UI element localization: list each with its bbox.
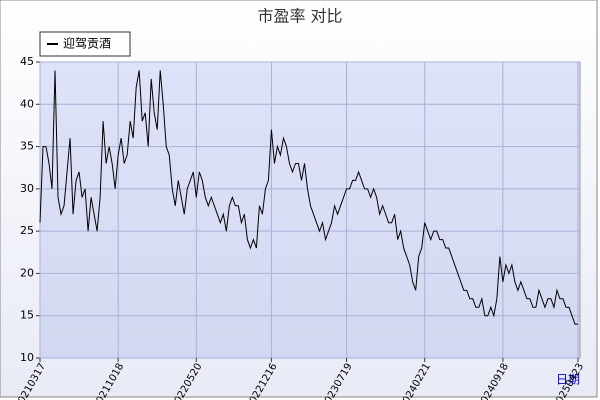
y-tick-label: 25 <box>20 224 34 237</box>
y-tick-label: 30 <box>20 182 34 195</box>
y-tick-label: 35 <box>20 140 34 153</box>
y-tick-label: 10 <box>20 351 34 364</box>
y-tick-label: 20 <box>20 266 34 279</box>
x-axis-label: 日期 <box>556 373 580 387</box>
chart-title: 市盈率 对比 <box>257 7 342 26</box>
y-tick-label: 15 <box>20 309 34 322</box>
legend-label: 迎驾贡酒 <box>63 37 111 51</box>
series-line <box>39 70 578 325</box>
y-tick-label: 40 <box>20 97 34 110</box>
plot-area <box>39 61 581 359</box>
y-tick-label: 45 <box>20 55 34 68</box>
